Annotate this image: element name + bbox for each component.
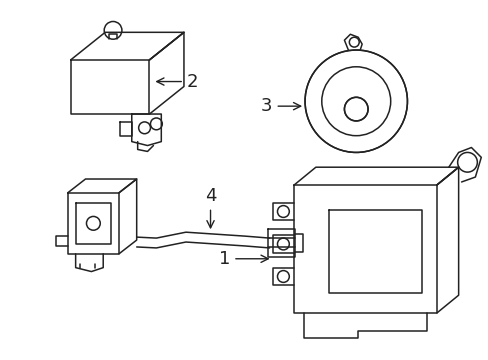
Text: 2: 2 <box>157 73 198 91</box>
Circle shape <box>277 206 289 217</box>
Circle shape <box>305 50 407 152</box>
Circle shape <box>344 97 367 121</box>
Circle shape <box>277 271 289 282</box>
Circle shape <box>139 122 150 134</box>
Circle shape <box>104 22 122 39</box>
Circle shape <box>348 37 359 47</box>
Circle shape <box>150 118 162 130</box>
Circle shape <box>457 152 476 172</box>
Circle shape <box>86 216 100 230</box>
Text: 1: 1 <box>219 250 268 268</box>
Circle shape <box>277 238 289 250</box>
Text: 3: 3 <box>261 97 300 115</box>
Text: 4: 4 <box>204 186 216 228</box>
